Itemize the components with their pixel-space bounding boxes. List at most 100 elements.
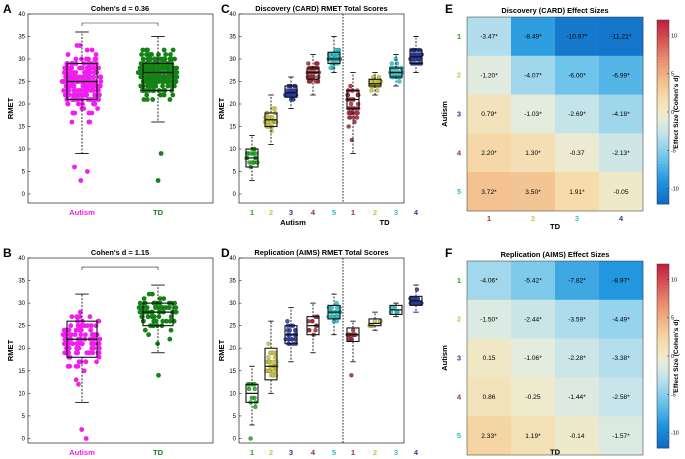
data-point: [266, 115, 271, 120]
data-point: [349, 373, 354, 378]
data-point: [356, 101, 361, 107]
cell-value: 2.33*: [481, 433, 497, 440]
data-point: [140, 56, 146, 62]
data-point: [348, 101, 354, 107]
data-point: [286, 337, 291, 342]
data-point: [167, 318, 173, 324]
data-point: [168, 52, 173, 57]
data-point: [84, 47, 90, 53]
colorbar-segment: [657, 349, 669, 354]
data-point: [86, 350, 92, 356]
colorbar-segment: [657, 96, 669, 101]
data-point: [87, 314, 93, 320]
data-point: [306, 61, 311, 66]
data-point: [159, 65, 165, 71]
data-point: [76, 101, 81, 107]
colorbar-segment: [657, 362, 669, 366]
data-point: [149, 65, 155, 71]
category-label: 2: [373, 208, 377, 217]
cell-value: -2.44*: [524, 316, 542, 323]
cell-value: -8.49*: [524, 34, 542, 41]
data-point: [310, 319, 315, 324]
y-axis-label: RMET: [6, 97, 15, 119]
comparison-bracket: [81, 266, 159, 271]
colorbar-segment: [657, 340, 669, 345]
data-point: [160, 83, 166, 89]
data-point: [348, 83, 353, 89]
box-iqr: [368, 78, 382, 87]
data-point: [137, 305, 143, 310]
data-point: [63, 83, 69, 89]
data-point: [248, 151, 253, 156]
colorbar-segment: [657, 371, 669, 375]
plot-frame: [27, 257, 214, 444]
colorbar-segment: [657, 264, 669, 268]
colorbar-segment: [657, 41, 669, 45]
colorbar-segment: [657, 420, 669, 424]
category-label: 3: [394, 208, 398, 217]
cell-value: -0.05: [613, 189, 628, 196]
colorbar-tick-label: -10: [671, 431, 679, 437]
heatmap-cell: [467, 17, 512, 57]
data-point: [250, 160, 255, 165]
data-point: [271, 350, 276, 355]
data-point: [142, 305, 148, 310]
data-point: [145, 79, 151, 84]
data-point: [82, 70, 88, 75]
colorbar-segment: [657, 154, 669, 159]
box-iqr: [142, 302, 174, 327]
colorbar-segment: [657, 411, 669, 415]
cell-value: -3.59*: [568, 316, 586, 323]
data-point: [329, 314, 335, 319]
colorbar-segment: [657, 267, 669, 271]
y-tick-label: 35: [229, 279, 236, 285]
category-label: 4: [414, 208, 419, 217]
x-axis-label: TD: [550, 222, 561, 231]
data-point: [161, 92, 167, 98]
colorbar-segment: [657, 359, 669, 363]
heatmap-cell: [555, 55, 600, 95]
box-iqr: [368, 318, 382, 327]
category-label: TD: [153, 208, 164, 217]
colorbar-segment: [657, 270, 669, 274]
colorbar-segment: [657, 50, 669, 55]
colorbar-tick-label: -10: [671, 187, 679, 193]
data-point: [153, 305, 158, 310]
x-category-label: 2: [531, 214, 535, 223]
colorbar-segment: [657, 414, 669, 418]
y-tick-label: 5: [233, 170, 237, 176]
data-point: [170, 47, 176, 53]
y-tick-label: 30: [18, 57, 25, 63]
x-category-label: 1: [487, 214, 492, 223]
data-point: [65, 52, 71, 57]
category-label: 3: [394, 448, 398, 457]
heatmap-cell: [467, 299, 512, 339]
data-point: [313, 328, 318, 333]
data-point: [89, 83, 95, 89]
cell-value: -1.50*: [480, 316, 498, 323]
y-category-label: 5: [457, 187, 462, 196]
colorbar-segment: [657, 426, 669, 430]
panel-e: E Discovery (CARD) Effect Sizes -3.47* -8.4…: [440, 2, 680, 231]
colorbar-tick-label: 10: [671, 277, 677, 283]
data-point: [73, 377, 79, 383]
colorbar-segment: [657, 35, 669, 39]
category-label: 1: [250, 208, 255, 217]
colorbar-segment: [657, 87, 669, 91]
colorbar-segment: [657, 282, 669, 286]
y-tick-label: 0: [22, 436, 26, 442]
category-label: Autism: [69, 448, 95, 457]
data-point: [95, 106, 100, 111]
data-point: [266, 341, 271, 346]
data-point: [82, 323, 87, 329]
y-axis-label: RMET: [217, 339, 226, 361]
heatmap-cell: [511, 94, 556, 134]
data-point: [148, 83, 153, 89]
y-axis-label: RMET: [6, 339, 15, 361]
colorbar-segment: [657, 435, 669, 440]
colorbar-segment: [657, 294, 669, 299]
data-point: [70, 341, 75, 347]
category-label: 2: [269, 208, 273, 217]
data-point: [285, 319, 290, 324]
